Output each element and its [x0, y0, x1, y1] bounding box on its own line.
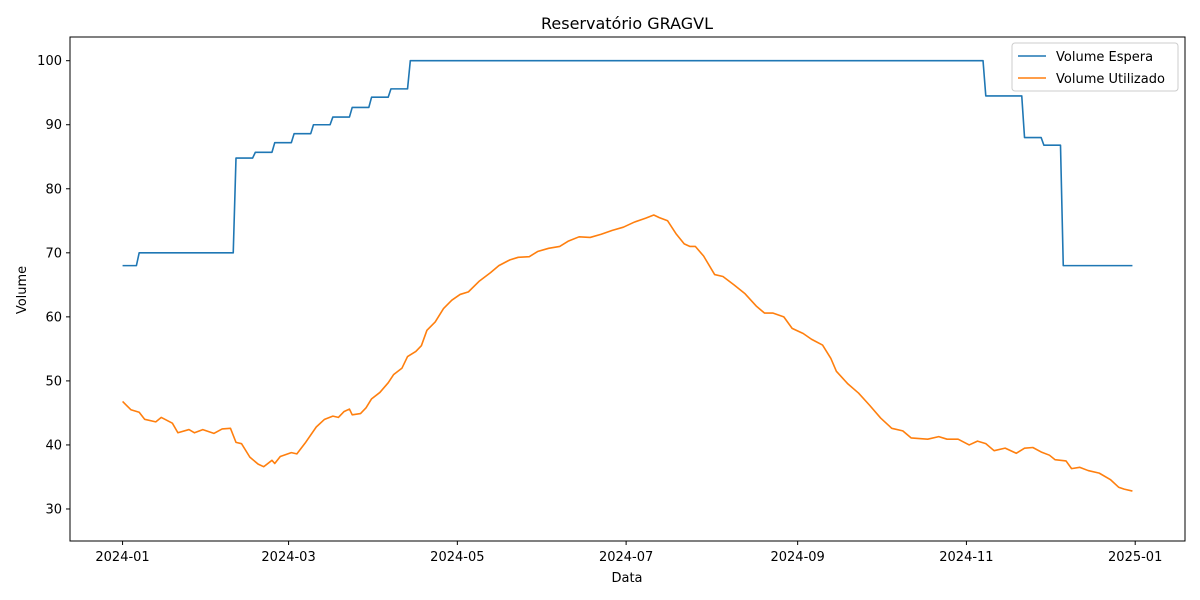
y-tick-label: 40 — [45, 438, 62, 453]
y-tick-label: 60 — [45, 310, 62, 325]
legend-box — [1011, 42, 1179, 92]
plot-frame — [69, 36, 1186, 542]
legend: Volume Espera Volume Utilizado — [1011, 42, 1179, 92]
y-tick-label: 90 — [45, 118, 62, 133]
plot-lines — [122, 59, 1133, 492]
x-tick-label: 2024-07 — [599, 550, 653, 565]
y-tick-label: 80 — [45, 182, 62, 197]
y-tick-label: 30 — [45, 502, 62, 517]
y-tick-label: 50 — [45, 374, 62, 389]
x-tick-label: 2024-11 — [939, 550, 993, 565]
chart-title: Reservatório GRAGVL — [541, 14, 713, 33]
y-tick-label: 70 — [45, 246, 62, 261]
series-line-2 — [122, 214, 1133, 492]
legend-label: Volume Utilizado — [1056, 72, 1165, 87]
y-tick-label: 100 — [37, 54, 62, 69]
x-tick-label: 2024-03 — [261, 550, 315, 565]
x-tick-label: 2024-01 — [95, 550, 149, 565]
x-tick-label: 2024-05 — [430, 550, 484, 565]
y-axis-ticks: 30 40 50 60 70 80 90 100 — [37, 54, 70, 517]
x-axis-ticks: 2024-01 2024-03 2024-05 2024-07 2024-09 2024-… — [95, 541, 1162, 565]
y-axis-label: Volume — [15, 266, 30, 314]
x-axis-label: Data — [611, 571, 642, 586]
series-line-1 — [122, 59, 1133, 267]
x-tick-label: 2024-09 — [770, 550, 824, 565]
x-tick-label: 2025-01 — [1108, 550, 1162, 565]
legend-label: Volume Espera — [1056, 50, 1153, 65]
